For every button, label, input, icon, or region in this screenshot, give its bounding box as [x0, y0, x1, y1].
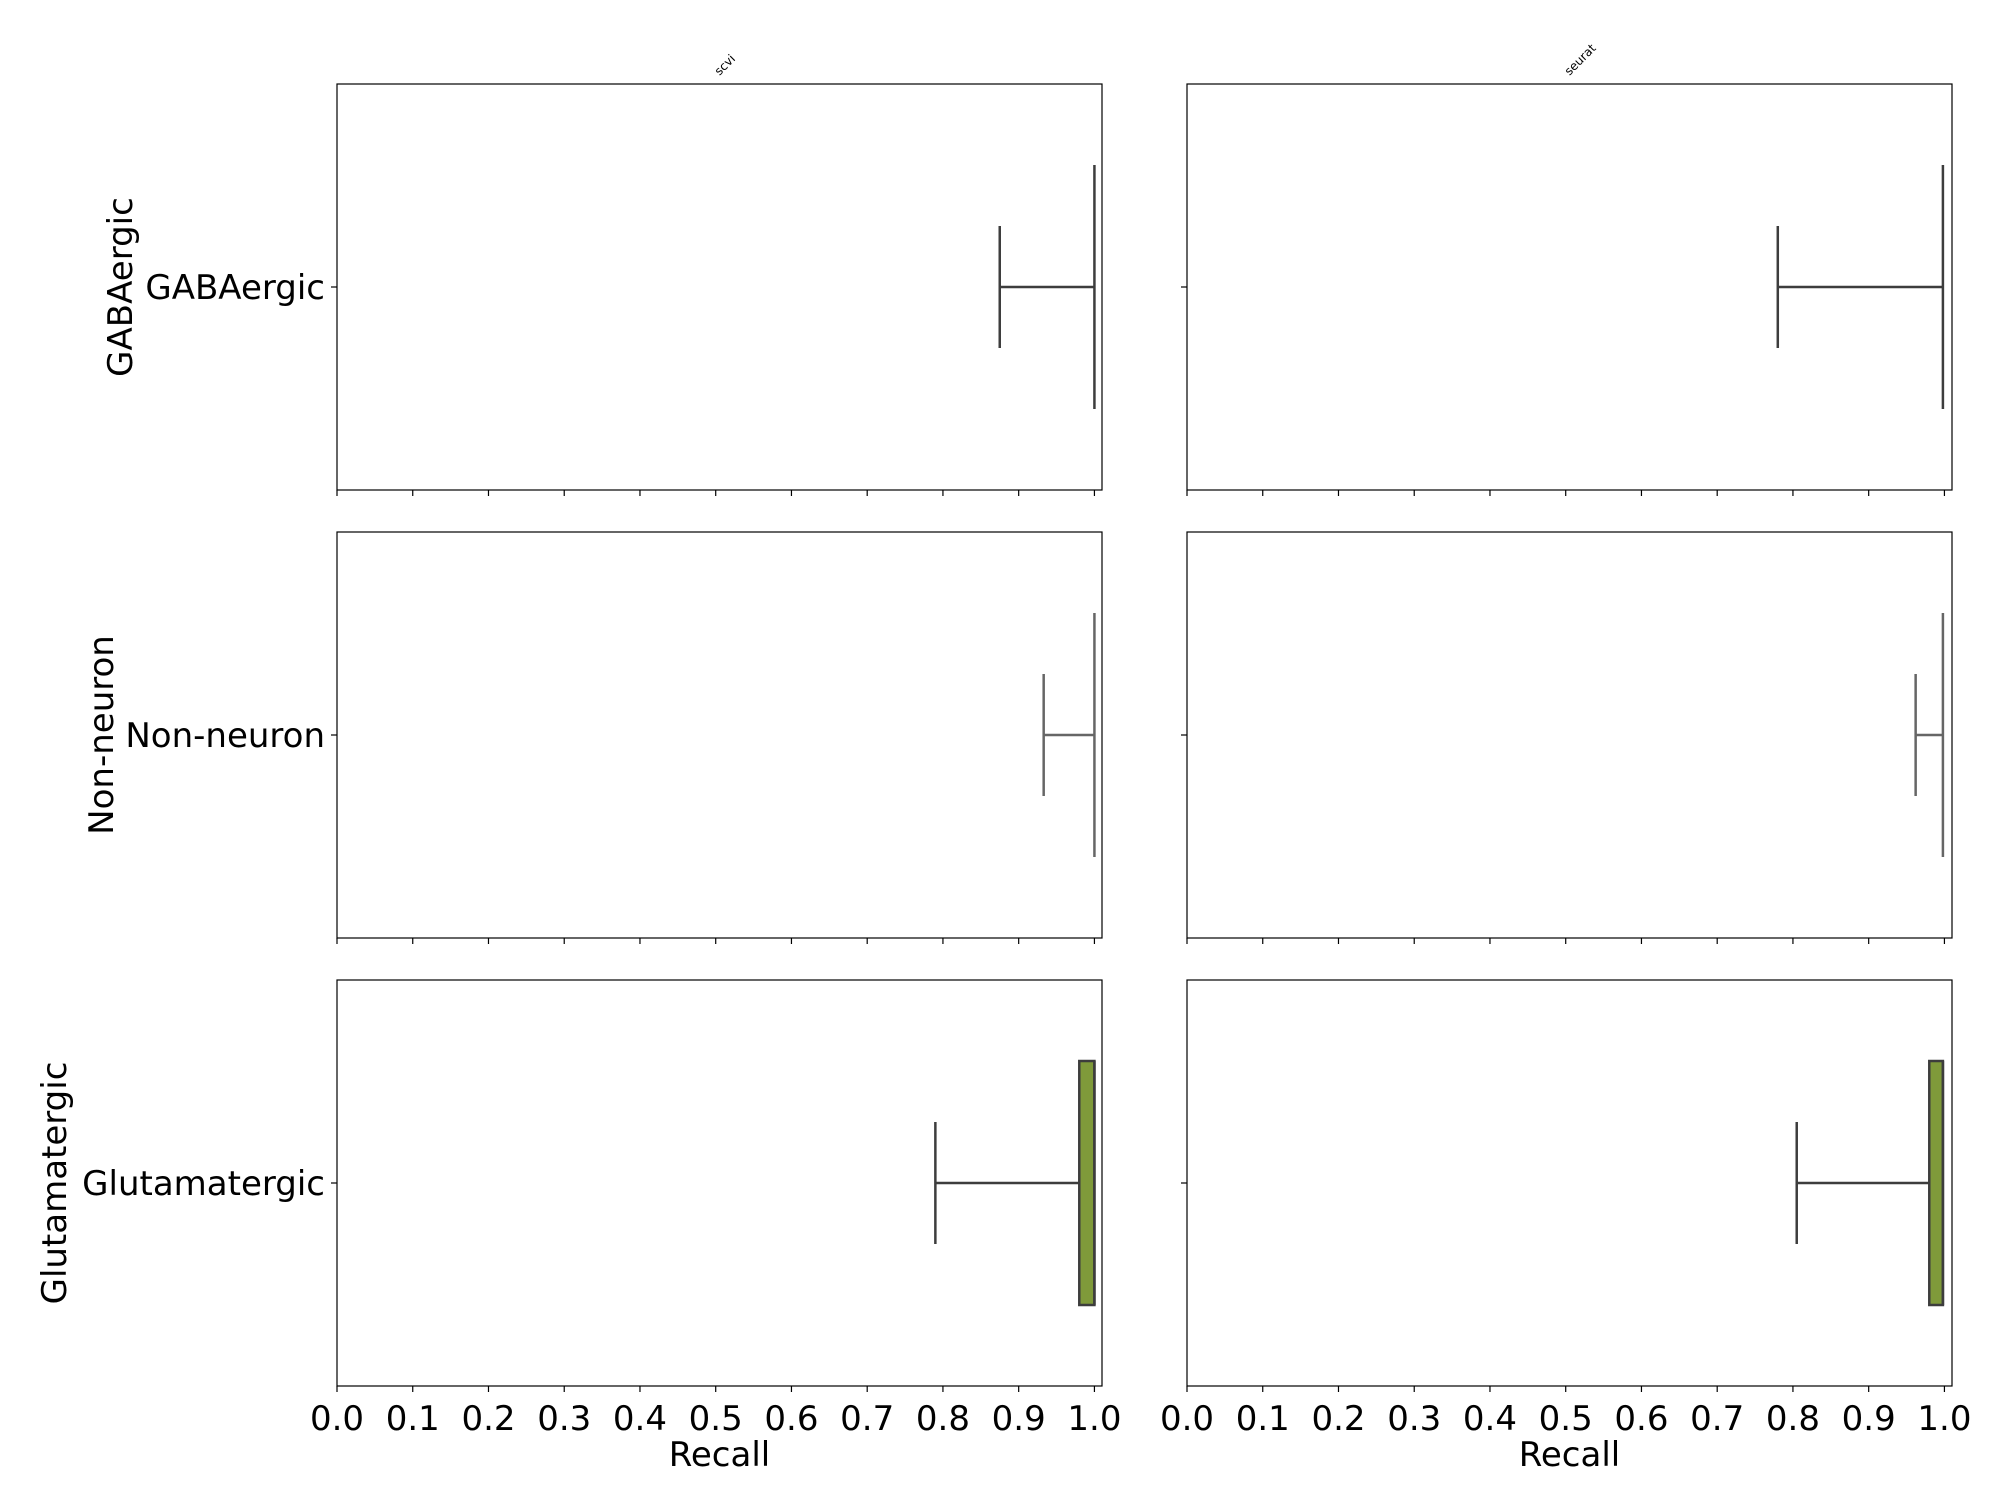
x-tick-label: 0.8: [1766, 1399, 1820, 1439]
iqr-box: [1928, 1059, 1945, 1307]
column-title-scvi: scvi: [712, 52, 738, 78]
panel-glutamatergic-seurat: 0.0 0.1 0.2 0.3 0.4 0.5 0.6 0.7 0.8 0.9 1.0: [1160, 979, 1971, 1439]
row-title-gabaergic: GABAergic: [101, 197, 141, 377]
x-tick-label: 0.8: [916, 1399, 970, 1439]
panel-frame: [1186, 531, 1953, 939]
x-tick-label: 0.5: [689, 1399, 743, 1439]
x-tick-label: 0.1: [386, 1399, 440, 1439]
panel-gabaergic-scvi: GABAergic: [145, 83, 1103, 496]
panel-non-neuron-seurat: [1181, 531, 1953, 944]
y-tick-label-gabaergic: GABAergic: [145, 268, 325, 308]
x-tick-label: 0.3: [1387, 1399, 1441, 1439]
panel-frame: [336, 83, 1103, 491]
iqr-box: [1078, 1059, 1096, 1307]
column-title-seurat: seurat: [1562, 41, 1599, 78]
panel-non-neuron-scvi: Non-neuron: [125, 531, 1103, 944]
x-tick-label: 0.3: [537, 1399, 591, 1439]
x-axis-label-scvi: Recall: [669, 1435, 770, 1475]
x-tick-label: 0.2: [461, 1399, 515, 1439]
y-tick-label-glutamatergic: Glutamatergic: [82, 1164, 325, 1204]
x-tick-label: 0.7: [840, 1399, 894, 1439]
x-tick-label: 0.1: [1236, 1399, 1290, 1439]
x-tick-label: 0.9: [1842, 1399, 1896, 1439]
x-tick-label: 1.0: [1917, 1399, 1971, 1439]
x-tick-label: 0.4: [1463, 1399, 1517, 1439]
x-tick-label: 0.0: [1160, 1399, 1214, 1439]
panel-glutamatergic-scvi: Glutamatergic 0.0 0.1 0.2 0.3 0.4 0.5 0.6 0.7 0.8…: [82, 979, 1121, 1439]
x-tick-label: 1.0: [1067, 1399, 1121, 1439]
x-tick-label: 0.5: [1539, 1399, 1593, 1439]
x-axis-label-seurat: Recall: [1519, 1435, 1620, 1475]
x-tick-label: 0.6: [1614, 1399, 1668, 1439]
x-tick-label: 0.6: [764, 1399, 818, 1439]
x-tick-label: 0.4: [613, 1399, 667, 1439]
panel-frame: [336, 531, 1103, 939]
panel-gabaergic-seurat: [1181, 83, 1953, 496]
x-tick-label: 0.2: [1311, 1399, 1365, 1439]
x-tick-label: 0.0: [310, 1399, 364, 1439]
row-title-glutamatergic: Glutamatergic: [35, 1062, 75, 1305]
y-tick-label-non-neuron: Non-neuron: [125, 716, 325, 756]
row-title-non-neuron: Non-neuron: [82, 635, 122, 835]
x-tick-label: 0.7: [1690, 1399, 1744, 1439]
x-tick-label: 0.9: [992, 1399, 1046, 1439]
